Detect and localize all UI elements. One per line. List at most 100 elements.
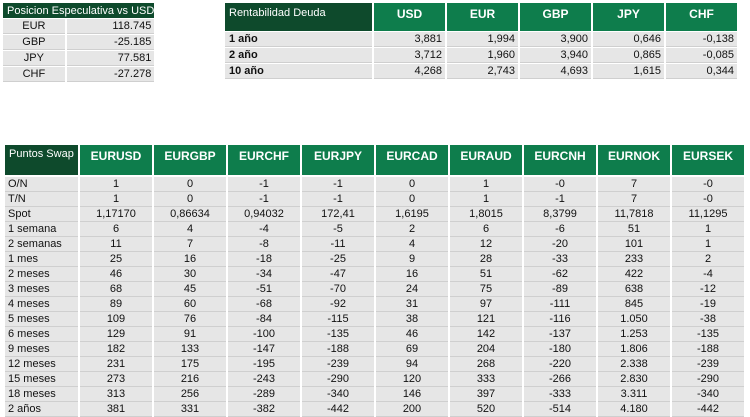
debt-yield-table: Rentabilidad Deuda USD EUR GBP JPY CHF 1 año…: [223, 2, 739, 80]
table-row: 10 año 4,268 2,743 4,693 1,615 0,344: [225, 64, 737, 79]
table-cell: 204: [450, 342, 522, 357]
row-label: 18 meses: [5, 387, 78, 402]
table-cell: 3,940: [520, 48, 591, 63]
table-cell: 133: [154, 342, 226, 357]
table-cell: -116: [524, 312, 596, 327]
table-cell: 75: [450, 282, 522, 297]
table-cell: -188: [672, 342, 744, 357]
table-header-row: Rentabilidad Deuda USD EUR GBP JPY CHF: [225, 3, 737, 31]
column-header-eurgbp: EURGBP: [154, 145, 226, 175]
table-cell: 16: [154, 252, 226, 267]
currency-label: EUR: [3, 19, 65, 34]
column-header-eurcad: EURCAD: [376, 145, 448, 175]
table-cell: 2.830: [598, 372, 670, 387]
table-cell: -195: [228, 357, 300, 372]
table-cell: -51: [228, 282, 300, 297]
table-cell: 11: [80, 237, 152, 252]
table-cell: -115: [302, 312, 374, 327]
table-cell: 422: [598, 267, 670, 282]
column-header-eurchf: EURCHF: [228, 145, 300, 175]
table-cell: 45: [154, 282, 226, 297]
table-cell: 4,693: [520, 64, 591, 79]
table-cell: -1: [228, 177, 300, 192]
table-cell: 120: [376, 372, 448, 387]
table-cell: 1: [80, 192, 152, 207]
table-row: 6 meses 129 91 -100 -135 46 142 -137 1.253 -135: [5, 327, 744, 342]
table-cell: 1,6195: [376, 207, 448, 222]
table-cell: 638: [598, 282, 670, 297]
table-row: 18 meses 313 256 -289 -340 146 397 -333 3.311 -34…: [5, 387, 744, 402]
speculative-position-title: Posicion Especulativa vs USD: [3, 3, 155, 18]
table-cell: -220: [524, 357, 596, 372]
table-cell: 97: [450, 297, 522, 312]
position-value: 118.745: [66, 19, 155, 34]
table-cell: 30: [154, 267, 226, 282]
table-cell: 175: [154, 357, 226, 372]
row-label: 5 meses: [5, 312, 78, 327]
table-cell: -0: [672, 192, 744, 207]
table-cell: 1: [450, 177, 522, 192]
table-row: 1 año 3,881 1,994 3,900 0,646 -0,138: [225, 32, 737, 47]
table-cell: -89: [524, 282, 596, 297]
row-label: 1 año: [225, 32, 372, 47]
table-cell: 3,900: [520, 32, 591, 47]
table-cell: -6: [524, 222, 596, 237]
table-cell: 69: [376, 342, 448, 357]
table-cell: 3.311: [598, 387, 670, 402]
table-cell: -239: [302, 357, 374, 372]
table-row: 9 meses 182 133 -147 -188 69 204 -180 1.806 -188: [5, 342, 744, 357]
table-row: 2 meses 46 30 -34 -47 16 51 -62 422 -4: [5, 267, 744, 282]
table-cell: 0: [376, 192, 448, 207]
table-cell: -38: [672, 312, 744, 327]
table-row: 5 meses 109 76 -84 -115 38 121 -116 1.050 -38: [5, 312, 744, 327]
row-label: O/N: [5, 177, 78, 192]
table-cell: 0,865: [593, 48, 664, 63]
table-cell: 6: [80, 222, 152, 237]
table-cell: 46: [376, 327, 448, 342]
table-row: Spot 1,17170 0,86634 0,94032 172,41 1,6195 1,8…: [5, 207, 744, 222]
table-cell: 0: [154, 177, 226, 192]
table-cell: 231: [80, 357, 152, 372]
table-cell: -1: [228, 192, 300, 207]
table-row: 2 año 3,712 1,960 3,940 0,865 -0,085: [225, 48, 737, 63]
table-cell: 89: [80, 297, 152, 312]
table-row: 4 meses 89 60 -68 -92 31 97 -111 845 -19: [5, 297, 744, 312]
table-row: 1 mes 25 16 -18 -25 9 28 -33 233 2: [5, 252, 744, 267]
table-cell: -20: [524, 237, 596, 252]
table-row: JPY 77.581: [3, 51, 155, 66]
column-header-jpy: JPY: [593, 3, 664, 31]
table-cell: 8,3799: [524, 207, 596, 222]
table-cell: 0,86634: [154, 207, 226, 222]
table-cell: 233: [598, 252, 670, 267]
table-cell: 28: [450, 252, 522, 267]
position-value: -25.185: [66, 35, 155, 50]
table-cell: -8: [228, 237, 300, 252]
table-cell: 397: [450, 387, 522, 402]
table-cell: -147: [228, 342, 300, 357]
position-value: -27.278: [66, 67, 155, 82]
table-cell: -266: [524, 372, 596, 387]
column-header-chf: CHF: [666, 3, 737, 31]
table-cell: 1,17170: [80, 207, 152, 222]
table-cell: 0,646: [593, 32, 664, 47]
table-row: 12 meses 231 175 -195 -239 94 268 -220 2.338 -239: [5, 357, 744, 372]
table-cell: -33: [524, 252, 596, 267]
table-cell: -290: [302, 372, 374, 387]
table-cell: 31: [376, 297, 448, 312]
table-row: 2 semanas 11 7 -8 -11 4 12 -20 101 1: [5, 237, 744, 252]
table-cell: 1: [672, 237, 744, 252]
column-header-euraud: EURAUD: [450, 145, 522, 175]
table-cell: 182: [80, 342, 152, 357]
table-cell: 24: [376, 282, 448, 297]
table-cell: -239: [672, 357, 744, 372]
table-cell: 1,8015: [450, 207, 522, 222]
table-cell: -4: [672, 267, 744, 282]
table-cell: 216: [154, 372, 226, 387]
column-header-usd: USD: [374, 3, 445, 31]
table-cell: 1: [450, 192, 522, 207]
table-header-row: Puntos Swap EURUSD EURGBP EURCHF EURJPY EURC…: [5, 145, 744, 175]
column-header-eurjpy: EURJPY: [302, 145, 374, 175]
table-cell: -25: [302, 252, 374, 267]
row-label: 2 año: [225, 48, 372, 63]
row-label: 4 meses: [5, 297, 78, 312]
